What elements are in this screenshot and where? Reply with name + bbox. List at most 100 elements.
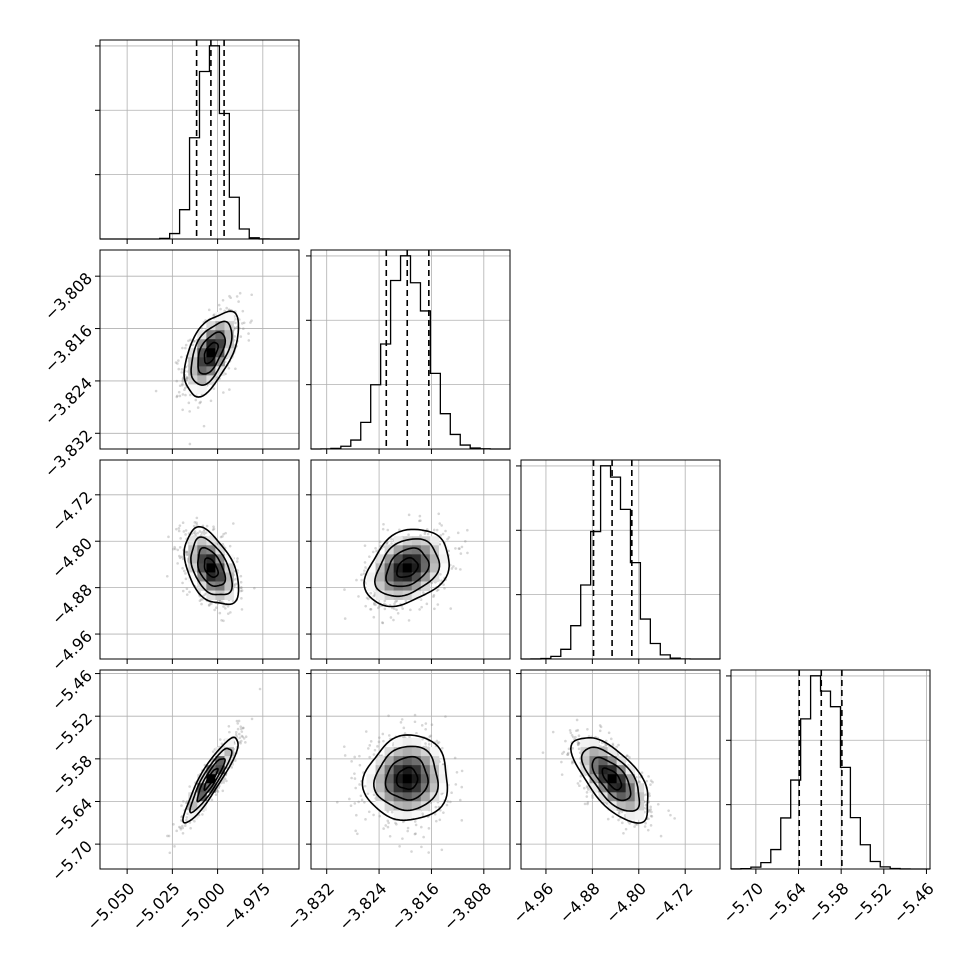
scatter-point — [182, 569, 186, 573]
scatter-point — [570, 760, 574, 763]
scatter-point — [176, 362, 179, 365]
contour-1 — [203, 767, 219, 792]
y-tick-label: −4.88 — [48, 580, 96, 628]
scatter-point — [363, 569, 366, 572]
scatter-point — [446, 800, 450, 803]
scatter-point — [221, 535, 224, 538]
density-cell — [402, 765, 413, 775]
scatter-point — [242, 321, 246, 325]
scatter-point — [358, 763, 362, 767]
scatter-point — [633, 825, 636, 828]
scatter-point — [235, 735, 239, 738]
scatter-point — [239, 574, 243, 578]
scatter-point — [393, 602, 396, 606]
scatter-point — [184, 346, 187, 350]
scatter-point — [181, 589, 185, 593]
scatter-point — [436, 741, 439, 745]
density-cell — [215, 321, 225, 331]
scatter-point — [373, 748, 377, 752]
y-tick-label: −4.72 — [48, 487, 96, 535]
density-cell — [224, 339, 234, 349]
density-cell — [375, 756, 386, 766]
scatter-point — [604, 801, 608, 804]
scatter-point — [628, 822, 631, 825]
scatter-point — [407, 533, 410, 536]
scatter-point — [413, 713, 417, 717]
scatter-point — [181, 831, 185, 835]
scatter-point — [202, 532, 206, 536]
scatter-point — [421, 737, 424, 741]
scatter-point — [436, 588, 440, 592]
scatter-point — [648, 794, 651, 798]
scatter-point — [421, 812, 424, 815]
scatter-point — [250, 319, 253, 322]
scatter-point — [617, 810, 621, 814]
density-cell — [411, 792, 422, 802]
scatter-point — [178, 384, 182, 388]
scatter-point — [625, 754, 629, 758]
density-cell — [402, 545, 413, 555]
density-cell — [580, 747, 590, 757]
scatter-point — [424, 727, 427, 731]
scatter-point — [401, 607, 404, 610]
scatter-point — [184, 572, 187, 575]
density-cell — [420, 581, 431, 591]
density-cell — [197, 792, 207, 802]
density-cell — [402, 563, 413, 573]
scatter-point — [218, 599, 222, 603]
contour-4 — [361, 734, 449, 822]
scatter-point — [241, 309, 245, 313]
scatter-point — [183, 824, 187, 828]
scatter-point — [242, 737, 246, 740]
density-cell — [375, 590, 386, 600]
scatter-point — [432, 593, 436, 597]
panel-frame — [99, 459, 300, 660]
scatter-point — [368, 755, 371, 759]
density-panel-3-1: −3.832−3.824−3.816−3.808 — [283, 669, 511, 934]
scatter-point — [575, 729, 578, 733]
scatter-point — [646, 828, 650, 832]
scatter-point — [385, 542, 388, 546]
contour-3 — [190, 320, 233, 387]
scatter-point — [355, 578, 358, 582]
density-cell — [197, 801, 207, 811]
scatter-point — [454, 567, 458, 570]
scatter-point — [184, 577, 188, 581]
scatter-point — [576, 743, 580, 747]
scatter-point — [191, 343, 195, 347]
scatter-point — [394, 821, 397, 825]
scatter-point — [369, 607, 372, 611]
scatter-point — [390, 606, 394, 610]
density-cell — [589, 774, 599, 784]
scatter-point — [439, 808, 442, 812]
scatter-point — [576, 740, 580, 744]
density-cell — [420, 563, 431, 573]
density-cell — [215, 339, 225, 349]
scatter-point — [234, 577, 237, 581]
scatter-point — [437, 741, 441, 744]
scatter-point — [604, 744, 607, 748]
scatter-point — [194, 532, 197, 536]
density-content — [335, 713, 464, 854]
density-cell — [366, 774, 376, 784]
scatter-point — [239, 725, 243, 728]
scatter-point — [410, 850, 413, 853]
scatter-point — [353, 755, 356, 759]
scatter-point — [364, 604, 367, 608]
hist-panel-0 — [95, 39, 300, 244]
density-cell — [215, 545, 225, 555]
scatter-point — [564, 739, 567, 743]
scatter-point — [179, 827, 183, 831]
x-tick-label: −5.58 — [804, 879, 852, 927]
scatter-point — [645, 779, 648, 783]
density-cell — [215, 581, 225, 591]
scatter-point — [456, 531, 460, 535]
scatter-point — [459, 568, 462, 571]
contour-2 — [197, 546, 227, 587]
y-tick-label: −4.96 — [48, 627, 96, 675]
density-cell — [607, 747, 618, 757]
density-cell — [206, 545, 216, 555]
scatter-point — [440, 579, 443, 583]
density-cell — [411, 572, 422, 582]
scatter-point — [418, 608, 421, 611]
